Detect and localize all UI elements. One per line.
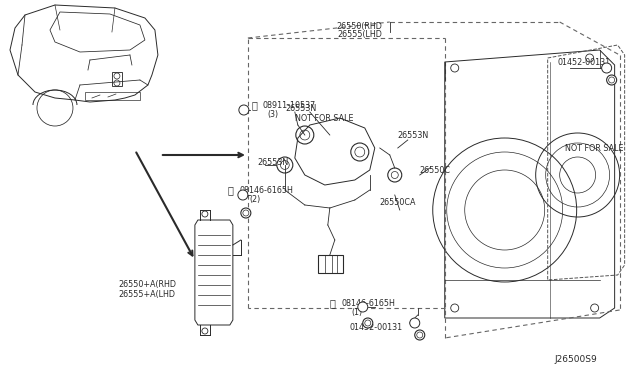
Text: Ⓝ: Ⓝ bbox=[252, 100, 258, 110]
Text: 26553N: 26553N bbox=[398, 131, 429, 140]
Text: Ⓐ: Ⓐ bbox=[330, 298, 336, 308]
Text: 08146-6165H: 08146-6165H bbox=[342, 298, 396, 308]
Text: 08911-10537: 08911-10537 bbox=[263, 100, 316, 109]
Bar bbox=[85, 92, 140, 100]
Circle shape bbox=[238, 190, 248, 200]
Bar bbox=[112, 72, 122, 86]
Text: J26500S9: J26500S9 bbox=[555, 356, 598, 365]
Circle shape bbox=[607, 75, 616, 85]
Text: NOT FOR SALE: NOT FOR SALE bbox=[295, 113, 353, 122]
Circle shape bbox=[358, 302, 368, 312]
Text: 26550(RHD: 26550(RHD bbox=[337, 22, 383, 31]
Text: (3): (3) bbox=[268, 109, 279, 119]
Circle shape bbox=[415, 330, 425, 340]
Text: (2): (2) bbox=[250, 195, 261, 203]
Text: 08146-6165H: 08146-6165H bbox=[240, 186, 294, 195]
Text: 26550C: 26550C bbox=[420, 166, 451, 174]
Circle shape bbox=[602, 63, 612, 73]
Text: 26555(LHD: 26555(LHD bbox=[337, 29, 382, 38]
Circle shape bbox=[239, 105, 249, 115]
Text: 01452-00131: 01452-00131 bbox=[350, 324, 403, 333]
Circle shape bbox=[410, 318, 420, 328]
Text: 26550+A(RHD: 26550+A(RHD bbox=[118, 280, 176, 289]
Text: 26553N: 26553N bbox=[286, 103, 317, 112]
Text: 26555+A(LHD: 26555+A(LHD bbox=[118, 289, 175, 298]
Text: 01452-00131: 01452-00131 bbox=[557, 58, 611, 67]
Text: NOT FOR SALE: NOT FOR SALE bbox=[564, 144, 623, 153]
Text: (1): (1) bbox=[352, 308, 363, 317]
Text: Ⓑ: Ⓑ bbox=[228, 185, 234, 195]
Text: 26553N: 26553N bbox=[258, 157, 289, 167]
Text: 26550CA: 26550CA bbox=[380, 198, 416, 206]
Circle shape bbox=[241, 208, 251, 218]
Circle shape bbox=[363, 318, 372, 328]
Bar bbox=[318, 255, 343, 273]
